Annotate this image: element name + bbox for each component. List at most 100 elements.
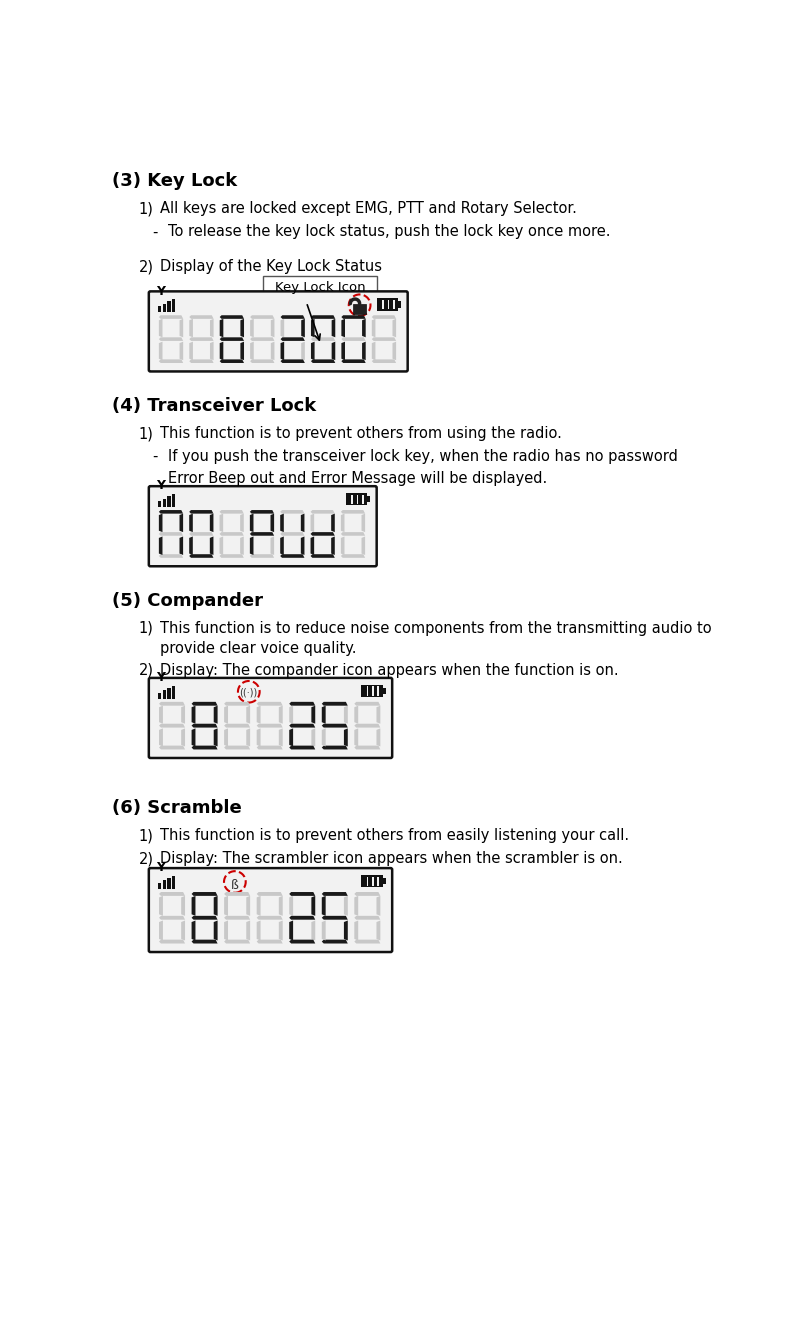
Text: This function is to prevent others from using the radio.: This function is to prevent others from … — [161, 426, 562, 442]
Polygon shape — [181, 705, 185, 724]
Text: Y: Y — [157, 480, 166, 493]
Polygon shape — [301, 514, 305, 532]
Polygon shape — [279, 920, 282, 941]
Polygon shape — [290, 724, 315, 728]
Polygon shape — [281, 319, 284, 337]
Polygon shape — [354, 724, 380, 728]
Text: 2): 2) — [138, 851, 154, 866]
Bar — [162, 691, 166, 699]
Polygon shape — [257, 705, 261, 724]
Polygon shape — [302, 319, 305, 337]
Polygon shape — [246, 705, 250, 724]
Polygon shape — [332, 319, 335, 337]
Text: This function is to prevent others from easily listening your call.: This function is to prevent others from … — [161, 828, 630, 844]
Polygon shape — [331, 536, 334, 555]
Polygon shape — [257, 892, 282, 896]
Text: (3) Key Lock: (3) Key Lock — [112, 173, 237, 190]
Polygon shape — [311, 337, 335, 341]
Polygon shape — [362, 341, 366, 360]
Text: If you push the transceiver lock key, when the radio has no password: If you push the transceiver lock key, wh… — [168, 449, 678, 464]
Bar — [367, 496, 370, 502]
Polygon shape — [354, 701, 380, 705]
Polygon shape — [214, 705, 218, 724]
Bar — [167, 878, 170, 888]
Polygon shape — [354, 940, 380, 944]
Polygon shape — [341, 514, 345, 532]
Bar — [366, 876, 368, 886]
Text: 1): 1) — [138, 621, 154, 635]
Polygon shape — [181, 920, 185, 941]
Bar — [361, 875, 383, 887]
Polygon shape — [240, 514, 244, 532]
Text: To release the key lock status, push the lock key once more.: To release the key lock status, push the… — [168, 224, 610, 240]
Bar — [387, 299, 389, 310]
Polygon shape — [220, 360, 244, 362]
Polygon shape — [250, 360, 274, 362]
Polygon shape — [341, 536, 345, 555]
Text: provide clear voice quality.: provide clear voice quality. — [161, 641, 357, 656]
Polygon shape — [311, 705, 315, 724]
Polygon shape — [190, 337, 214, 341]
Polygon shape — [191, 729, 195, 746]
Polygon shape — [179, 514, 183, 532]
Polygon shape — [377, 729, 380, 746]
Bar — [372, 687, 374, 696]
Polygon shape — [322, 892, 348, 896]
Polygon shape — [280, 554, 305, 558]
Polygon shape — [159, 532, 183, 535]
Text: Display of the Key Lock Status: Display of the Key Lock Status — [161, 260, 382, 274]
Polygon shape — [214, 896, 218, 916]
Polygon shape — [362, 536, 365, 555]
Polygon shape — [271, 341, 274, 360]
Polygon shape — [191, 896, 195, 916]
Bar — [383, 878, 386, 884]
Polygon shape — [342, 341, 345, 360]
Polygon shape — [377, 920, 380, 941]
Text: Display: The compander icon appears when the function is on.: Display: The compander icon appears when… — [161, 663, 619, 677]
Polygon shape — [159, 701, 185, 705]
FancyBboxPatch shape — [149, 677, 392, 758]
Bar — [393, 299, 394, 310]
Polygon shape — [190, 341, 193, 360]
Polygon shape — [354, 892, 380, 896]
Polygon shape — [280, 536, 284, 555]
Polygon shape — [322, 705, 326, 724]
Polygon shape — [159, 705, 163, 724]
Polygon shape — [310, 532, 334, 535]
Bar — [167, 302, 170, 312]
Bar — [158, 306, 162, 312]
Bar — [162, 880, 166, 888]
Polygon shape — [281, 341, 284, 360]
Bar — [162, 498, 166, 507]
Bar — [172, 494, 175, 507]
Polygon shape — [224, 705, 228, 724]
Polygon shape — [159, 892, 185, 896]
Polygon shape — [322, 940, 348, 944]
Polygon shape — [219, 532, 244, 535]
Polygon shape — [290, 896, 293, 916]
Polygon shape — [279, 729, 282, 746]
Polygon shape — [224, 916, 250, 920]
Polygon shape — [290, 729, 293, 746]
Bar — [351, 494, 353, 503]
Polygon shape — [191, 705, 195, 724]
Polygon shape — [322, 920, 326, 941]
Polygon shape — [393, 319, 396, 337]
Polygon shape — [219, 554, 244, 558]
FancyBboxPatch shape — [262, 275, 378, 302]
Polygon shape — [159, 510, 183, 514]
Polygon shape — [246, 896, 250, 916]
Bar — [382, 299, 384, 310]
Bar — [167, 496, 170, 507]
Polygon shape — [159, 341, 162, 360]
FancyBboxPatch shape — [149, 291, 408, 372]
Polygon shape — [257, 896, 261, 916]
Polygon shape — [270, 536, 274, 555]
Polygon shape — [219, 510, 244, 514]
Polygon shape — [246, 729, 250, 746]
Polygon shape — [210, 514, 214, 532]
Polygon shape — [354, 705, 358, 724]
Polygon shape — [344, 920, 348, 941]
Polygon shape — [290, 940, 315, 944]
Polygon shape — [311, 315, 335, 319]
